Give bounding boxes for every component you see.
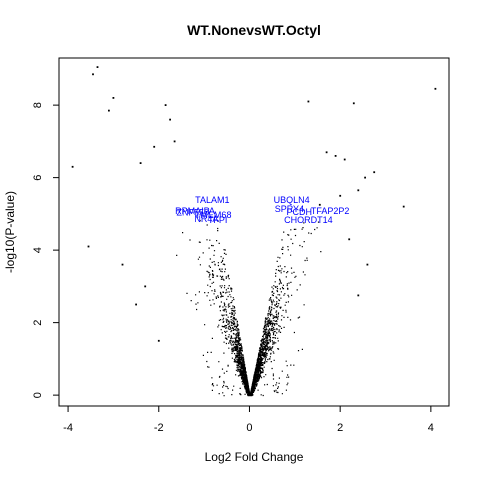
point-6 bbox=[173, 140, 176, 143]
y-tick-label-1: 2 bbox=[32, 320, 44, 326]
point-3 bbox=[108, 109, 110, 112]
point-29 bbox=[318, 203, 321, 206]
y-axis-label: -log10(P-value) bbox=[3, 191, 17, 273]
point-23 bbox=[357, 189, 360, 192]
gene-label-4: NR4A bbox=[194, 214, 218, 224]
point-22 bbox=[373, 171, 376, 174]
x-tick-label-4: 4 bbox=[428, 422, 434, 434]
x-tick-label-2: 0 bbox=[246, 422, 252, 434]
point-7 bbox=[71, 165, 74, 168]
cloud-points bbox=[176, 220, 322, 397]
y-tick-label-4: 8 bbox=[32, 102, 44, 108]
point-24 bbox=[402, 205, 405, 208]
chart-title: WT.NonevsWT.Octyl bbox=[187, 22, 321, 38]
point-9 bbox=[153, 145, 156, 148]
point-cloud bbox=[176, 220, 322, 397]
point-4 bbox=[164, 104, 167, 106]
point-1 bbox=[92, 73, 94, 76]
gene-label-8: PCDH bbox=[287, 207, 313, 217]
gene-label-9: TFAP2P2 bbox=[311, 206, 350, 216]
plot-frame bbox=[58, 57, 450, 407]
point-12 bbox=[135, 303, 137, 306]
x-tick-label-0: -4 bbox=[63, 422, 73, 434]
y-tick-label-2: 4 bbox=[32, 247, 44, 253]
outlier-points bbox=[71, 66, 437, 342]
point-11 bbox=[121, 263, 124, 266]
point-2 bbox=[112, 97, 115, 99]
point-15 bbox=[434, 87, 437, 90]
point-14 bbox=[157, 339, 160, 342]
gene-label-6: UBQLN4 bbox=[274, 195, 310, 205]
gene-label-1: RPMAIPA bbox=[175, 206, 215, 216]
gene-label-0: TALAM1 bbox=[195, 195, 229, 205]
gene-label-5: TFPI bbox=[208, 215, 228, 225]
point-13 bbox=[144, 285, 147, 288]
point-18 bbox=[325, 151, 328, 154]
point-16 bbox=[352, 102, 355, 105]
point-26 bbox=[348, 238, 351, 241]
point-0 bbox=[96, 66, 99, 68]
gene-label-3: TMEM68 bbox=[195, 210, 232, 220]
x-tick-label-1: -2 bbox=[154, 422, 164, 434]
x-axis-label: Log2 Fold Change bbox=[205, 450, 304, 464]
point-17 bbox=[307, 100, 310, 103]
point-10 bbox=[87, 245, 90, 248]
gene-label-10: CHORDT14 bbox=[284, 215, 333, 225]
point-8 bbox=[139, 162, 142, 164]
point-27 bbox=[357, 294, 360, 297]
y-tick-label-3: 6 bbox=[32, 175, 44, 181]
point-5 bbox=[169, 118, 171, 121]
gene-label-2: ZNF550 bbox=[177, 208, 210, 218]
point-28 bbox=[339, 194, 342, 197]
axes: -4 -2 0 2 4 0 2 4 6 8 bbox=[32, 102, 434, 434]
gene-label-7: SPRY4 bbox=[275, 204, 304, 214]
point-21 bbox=[364, 176, 366, 179]
x-tick-label-3: 2 bbox=[337, 422, 343, 434]
point-19 bbox=[334, 155, 337, 157]
y-tick-label-0: 0 bbox=[32, 392, 44, 398]
point-20 bbox=[343, 158, 346, 161]
point-25 bbox=[366, 263, 369, 266]
